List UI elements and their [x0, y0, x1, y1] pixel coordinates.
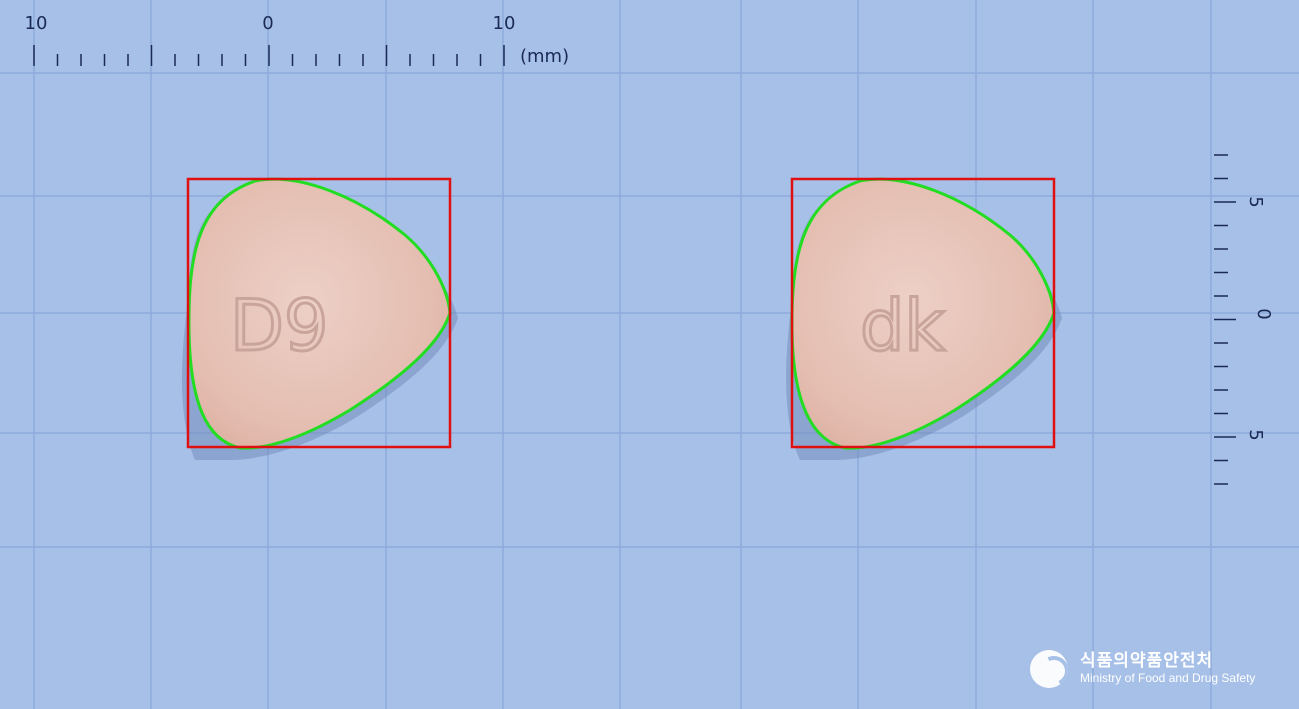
ruler-unit-label: (mm): [520, 46, 569, 67]
pill-front-bounding-box: [186, 177, 452, 449]
pill-back-bounding-box: [790, 177, 1056, 449]
watermark-korean-name: 식품의약품안전처: [1080, 651, 1214, 672]
ruler-top-label-right: 10: [493, 13, 516, 34]
ministry-watermark: 식품의약품안전처 Ministry of Food and Drug Safet…: [1030, 646, 1280, 692]
right-ruler: 5 0 5: [1214, 154, 1274, 485]
pill-back-body: [791, 179, 1054, 449]
pill-back: dk: [786, 177, 1062, 460]
ruler-right-label-center: 0: [1253, 308, 1274, 319]
ministry-logo-icon: [1030, 650, 1068, 688]
ruler-right-label-bottom: 5: [1245, 429, 1266, 440]
ruler-top-label-center: 0: [262, 13, 273, 34]
top-ruler: 10 0 10 (mm): [25, 13, 570, 67]
ruler-top-label-left: 10: [25, 13, 48, 34]
pill-front-imprint: D9: [230, 285, 328, 367]
watermark-english-name: Ministry of Food and Drug Safety: [1080, 670, 1256, 685]
pill-front-body: [188, 179, 450, 449]
pill-front: D9: [182, 177, 459, 460]
ruler-right-label-top: 5: [1245, 196, 1266, 207]
pill-back-imprint: dk: [860, 285, 945, 367]
